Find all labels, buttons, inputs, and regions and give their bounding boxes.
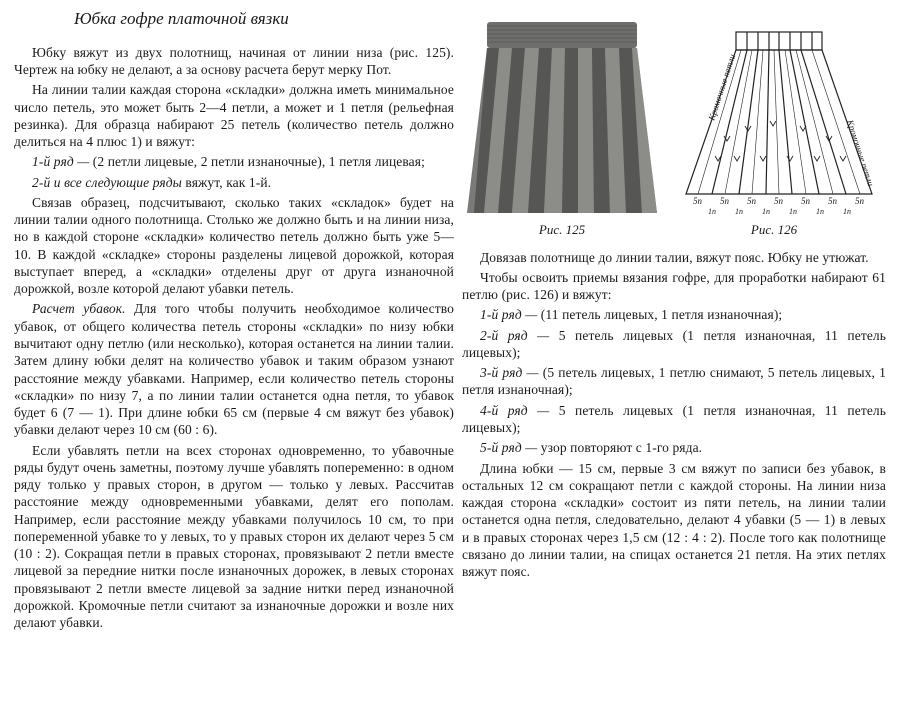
para-r-row2: 2-й ряд — 5 петель лицевых (1 петля изна…: [462, 327, 886, 362]
para-l4: 2-й и все следующие ряды вяжут, как 1-й.: [14, 174, 454, 191]
para-l6: Расчет убавок. Для того чтобы получить н…: [14, 300, 454, 438]
para-l5: Связав образец, подсчитывают, сколько та…: [14, 194, 454, 298]
r-row3-label: 3-й ряд —: [480, 365, 539, 380]
caption-126: Рис. 126: [662, 222, 886, 239]
title: Юбка гофре платочной вязки: [74, 8, 454, 30]
svg-text:5п: 5п: [855, 196, 865, 206]
svg-text:5п: 5п: [693, 196, 703, 206]
para-r3: Длина юбки — 15 см, первые 3 см вяжут по…: [462, 460, 886, 581]
r-row5-text: узор повторяют с 1-го ряда.: [537, 440, 702, 455]
svg-text:1п: 1п: [708, 207, 716, 216]
svg-text:1п: 1п: [735, 207, 743, 216]
calc-label: Расчет убавок.: [32, 301, 126, 316]
para-r-row1: 1-й ряд — (11 петель лицевых, 1 петля из…: [462, 306, 886, 323]
svg-text:Кромочные петли: Кромочные петли: [845, 118, 876, 188]
svg-text:1п: 1п: [789, 207, 797, 216]
left-column: Юбка гофре платочной вязки Юбку вяжут из…: [14, 8, 454, 719]
para-l1: Юбку вяжут из двух полотнищ, начиная от …: [14, 44, 454, 79]
row1-label: 1-й ряд —: [32, 154, 89, 169]
para-r1: Довязав полотнище до линии талии, вяжут …: [462, 249, 886, 266]
figure-126-diagram: 5п 5п 5п 5п 5п 5п 5п 1п 1п 1п 1п 1п 1п Кромочн…: [672, 26, 886, 216]
svg-text:5п: 5п: [747, 196, 757, 206]
figure-captions: Рис. 125 Рис. 126: [462, 222, 886, 239]
svg-text:5п: 5п: [828, 196, 838, 206]
para-r-row5: 5-й ряд — узор повторяют с 1-го ряда.: [462, 439, 886, 456]
skirt-diagram-svg: 5п 5п 5п 5п 5п 5п 5п 1п 1п 1п 1п 1п 1п Кромочн…: [672, 26, 886, 216]
svg-text:1п: 1п: [762, 207, 770, 216]
svg-text:5п: 5п: [774, 196, 784, 206]
r-row1-label: 1-й ряд —: [480, 307, 537, 322]
r-row2-label: 2-й ряд —: [480, 328, 549, 343]
right-column: 5п 5п 5п 5п 5п 5п 5п 1п 1п 1п 1п 1п 1п Кромочн…: [462, 8, 886, 719]
row2-label: 2-й и все следующие ряды: [32, 175, 182, 190]
row1-text: (2 петли лицевые, 2 петли изнаночные), 1…: [89, 154, 425, 169]
row2-text: вяжут, как 1-й.: [182, 175, 271, 190]
r-row4-label: 4-й ряд —: [480, 403, 549, 418]
para-l3: 1-й ряд — (2 петли лицевые, 2 петли изна…: [14, 153, 454, 170]
r-row1-text: (11 петель лицевых, 1 петля изнаночная);: [537, 307, 782, 322]
figure-125-photo: [462, 16, 662, 216]
svg-text:5п: 5п: [801, 196, 811, 206]
svg-text:5п: 5п: [720, 196, 730, 206]
para-l7: Если убавлять петли на всех сторонах одн…: [14, 442, 454, 632]
para-r-row4: 4-й ряд — 5 петель лицевых (1 петля изна…: [462, 402, 886, 437]
svg-text:Кромочные петли: Кромочные петли: [706, 52, 737, 122]
para-l2: На линии талии каждая сторона «складки» …: [14, 81, 454, 150]
page: Юбка гофре платочной вязки Юбку вяжут из…: [0, 0, 900, 727]
caption-125: Рис. 125: [462, 222, 662, 239]
figures-row: 5п 5п 5п 5п 5п 5п 5п 1п 1п 1п 1п 1п 1п Кромочн…: [462, 8, 886, 216]
para-r-row3: 3-й ряд — (5 петель лицевых, 1 петлю сни…: [462, 364, 886, 399]
skirt-photo-svg: [462, 16, 662, 216]
para-r2: Чтобы освоить приемы вязания гофре, для …: [462, 269, 886, 304]
svg-text:1п: 1п: [816, 207, 824, 216]
r-row5-label: 5-й ряд —: [480, 440, 537, 455]
svg-text:1п: 1п: [843, 207, 851, 216]
calc-text: Для того чтобы получить необходимое коли…: [14, 301, 454, 437]
